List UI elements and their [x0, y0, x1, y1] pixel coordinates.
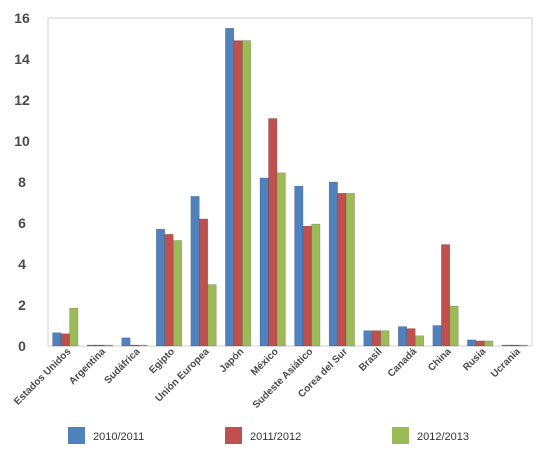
bar: [103, 344, 113, 347]
y-tick-label: 14: [14, 51, 30, 67]
x-tick-label: Egipto: [147, 346, 177, 376]
bar: [164, 234, 174, 347]
bar: [199, 218, 209, 347]
bar: [129, 344, 139, 347]
bar: [337, 193, 347, 347]
y-tick-label: 6: [18, 215, 26, 231]
x-tick-label: Canadá: [386, 346, 420, 380]
bar: [432, 325, 442, 347]
bar: [276, 172, 286, 347]
y-axis-ticks: 0 2 4 6 8 10 12 14 16: [14, 10, 30, 354]
bar: [328, 181, 338, 347]
x-tick-label: Ucrania: [489, 346, 523, 380]
y-tick-label: 0: [18, 338, 26, 354]
legend-label: 2010/2011: [93, 431, 144, 443]
legend-label: 2012/2013: [417, 431, 469, 443]
x-tick-label: Japón: [218, 346, 247, 375]
bar: [398, 326, 407, 347]
bar: [380, 330, 390, 347]
bar: [242, 40, 252, 347]
bar: [441, 244, 451, 347]
bar: [52, 332, 62, 347]
y-tick-label: 16: [14, 10, 30, 26]
bar: [86, 344, 96, 347]
legend: 2010/2011 2011/2012 2012/2013: [68, 427, 469, 444]
bar: [138, 344, 148, 347]
bar: [69, 307, 79, 347]
legend-swatch: [392, 427, 409, 444]
bar: [311, 223, 321, 347]
bar: [190, 196, 200, 347]
y-tick-label: 10: [14, 133, 30, 149]
bar: [501, 344, 511, 347]
legend-swatch: [68, 427, 85, 444]
x-tick-label: Sudeste Asiático: [251, 346, 316, 411]
bar: [467, 339, 477, 347]
y-tick-label: 12: [14, 92, 30, 108]
y-tick-label: 4: [18, 256, 26, 272]
plot-frame: [47, 17, 533, 347]
bar: [121, 337, 131, 347]
bar: [156, 228, 165, 347]
bar: [449, 305, 459, 347]
legend-label: 2011/2012: [250, 431, 301, 443]
bar: [259, 177, 269, 347]
legend-swatch: [225, 427, 242, 444]
bar: [345, 193, 355, 347]
x-tick-label: Rusia: [461, 346, 488, 373]
x-tick-label: Brasil: [357, 346, 385, 374]
bar: [60, 333, 70, 347]
bar: [173, 240, 182, 347]
bar: [518, 344, 528, 347]
bar: [363, 330, 373, 347]
bar: [95, 344, 105, 347]
x-tick-label: China: [426, 346, 454, 374]
bar: [302, 225, 312, 347]
bar: [207, 284, 217, 347]
bar: [475, 340, 485, 347]
x-tick-label: México: [249, 346, 281, 378]
bar: [484, 340, 494, 347]
y-tick-label: 8: [18, 174, 26, 190]
bar: [371, 330, 381, 347]
bar: [415, 335, 424, 347]
x-tick-label: Estados Unidos: [12, 346, 74, 408]
bars-group: [52, 28, 528, 347]
bar: [233, 40, 243, 347]
bar: [406, 328, 416, 347]
bar: [268, 118, 278, 347]
x-tick-label: Sudáfrica: [103, 346, 143, 386]
bar: [510, 344, 520, 347]
y-tick-label: 2: [18, 297, 26, 313]
x-tick-label: Argentina: [67, 346, 108, 387]
bar: [225, 28, 235, 347]
bar: [294, 185, 304, 347]
